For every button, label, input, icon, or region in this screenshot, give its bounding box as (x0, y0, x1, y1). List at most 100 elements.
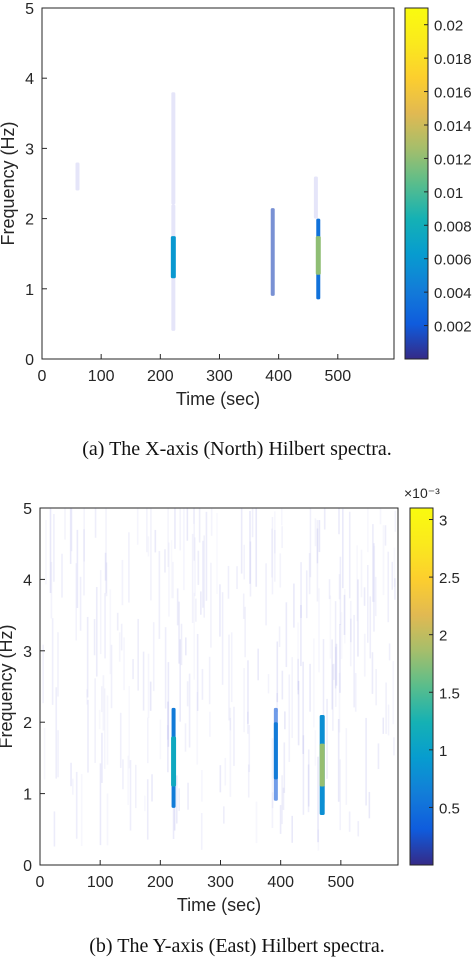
noise-streak (164, 549, 166, 573)
noise-streak (308, 553, 311, 595)
noise-streak (339, 759, 341, 831)
noise-streak (394, 510, 397, 532)
noise-streak (93, 619, 96, 656)
noise-streak (339, 556, 342, 625)
noise-streak (247, 764, 250, 798)
noise-streak (300, 605, 302, 667)
y-tick-label: 1 (25, 282, 34, 299)
noise-streak (42, 644, 44, 704)
x-tick-label: 200 (147, 874, 174, 891)
noise-streak (356, 545, 358, 622)
x-axis-label: Time (sec) (177, 895, 261, 915)
colorbar-frame (409, 507, 434, 866)
noise-streak (391, 561, 394, 590)
noise-streak (281, 526, 283, 548)
y-tick-label: 0 (25, 352, 34, 369)
noise-streak (302, 735, 305, 815)
noise-streak (342, 508, 344, 589)
noise-streak (221, 592, 224, 685)
x-tick-label: 400 (265, 368, 292, 385)
noise-streak (244, 606, 246, 658)
noise-streak (328, 579, 331, 600)
noise-streak (366, 565, 369, 643)
noise-streak (340, 612, 343, 659)
noise-streak (255, 508, 258, 587)
noise-streak (332, 664, 334, 731)
y-tick-label: 2 (23, 715, 32, 732)
noise-streak (209, 711, 211, 737)
noise-streak (95, 587, 98, 677)
noise-streak (285, 602, 288, 668)
noise-streak (229, 707, 232, 731)
noise-streak (224, 757, 227, 786)
noise-streak (210, 562, 212, 648)
noise-streak (379, 508, 382, 525)
noise-streak (136, 508, 139, 545)
noise-streak (223, 806, 225, 824)
noise-streak (278, 626, 281, 648)
noise-streak (105, 562, 108, 597)
noise-streak (279, 553, 282, 588)
noise-streak (230, 632, 233, 703)
noise-streak (350, 618, 352, 643)
x-tick-label: 100 (88, 368, 115, 385)
noise-streak (75, 563, 77, 641)
noise-streak (305, 570, 308, 619)
noise-streak (151, 774, 153, 802)
noise-streak (193, 592, 196, 680)
noise-streak (175, 775, 178, 824)
noise-streak (167, 508, 169, 568)
y-tick-label: 3 (25, 141, 34, 158)
noise-streak (249, 541, 252, 597)
noise-streak (284, 711, 286, 730)
colorbar-tick-label: 1.5 (439, 685, 460, 702)
x-tick-label: 400 (267, 874, 294, 891)
plot-area (42, 8, 394, 359)
noise-streak (106, 695, 109, 765)
noise-streak (150, 508, 152, 601)
noise-streak (205, 511, 208, 601)
noise-streak (281, 775, 283, 825)
colorbar-tick-label: 0.018 (434, 51, 472, 68)
noise-streak (100, 686, 103, 713)
colorbar (405, 8, 428, 359)
y-tick-label: 4 (25, 71, 34, 88)
noise-streak (257, 648, 259, 681)
noise-streak (186, 508, 189, 541)
y-tick-label: 3 (23, 644, 32, 661)
colorbar-exponent-label: ×10⁻³ (404, 485, 440, 501)
noise-streak (374, 576, 377, 617)
colorbar-tick-label: 0.02 (434, 18, 463, 35)
noise-streak (94, 508, 97, 538)
y-tick-label: 4 (23, 572, 32, 589)
noise-streak (291, 815, 293, 843)
colorbar-ticks: 0.5 1 1.5 2 2.5 3 (429, 513, 460, 817)
noise-streak (172, 561, 174, 599)
noise-streak (129, 760, 132, 831)
hotspot-4 (270, 208, 275, 296)
noise-streak (196, 633, 199, 711)
noise-streak (247, 660, 249, 724)
noise-streak (110, 644, 113, 709)
spectrum-chart-x-axis: 0 100 200 300 400 500 Time (sec) 0 1 2 3 4 5 Frequenc… (0, 1, 472, 409)
noise-streak (168, 542, 170, 617)
noise-streak (240, 508, 243, 574)
x-tick-label: 300 (207, 874, 234, 891)
noise-streak (251, 508, 254, 538)
noise-streak (104, 552, 107, 581)
noise-streak (94, 678, 96, 763)
noise-streak (271, 528, 273, 578)
noise-streak (372, 524, 374, 602)
noise-streak (363, 633, 366, 677)
noise-streak (279, 805, 282, 834)
noise-streak (307, 749, 310, 807)
hotspots (171, 707, 325, 816)
noise-streak (194, 537, 196, 597)
noise-streak (109, 589, 112, 675)
noise-streak (316, 528, 319, 564)
noise-streak (343, 589, 346, 644)
noise-streak (384, 525, 387, 546)
noise-streak (353, 614, 355, 708)
noise-streak (201, 770, 203, 802)
x-tick-label: 500 (327, 874, 354, 891)
